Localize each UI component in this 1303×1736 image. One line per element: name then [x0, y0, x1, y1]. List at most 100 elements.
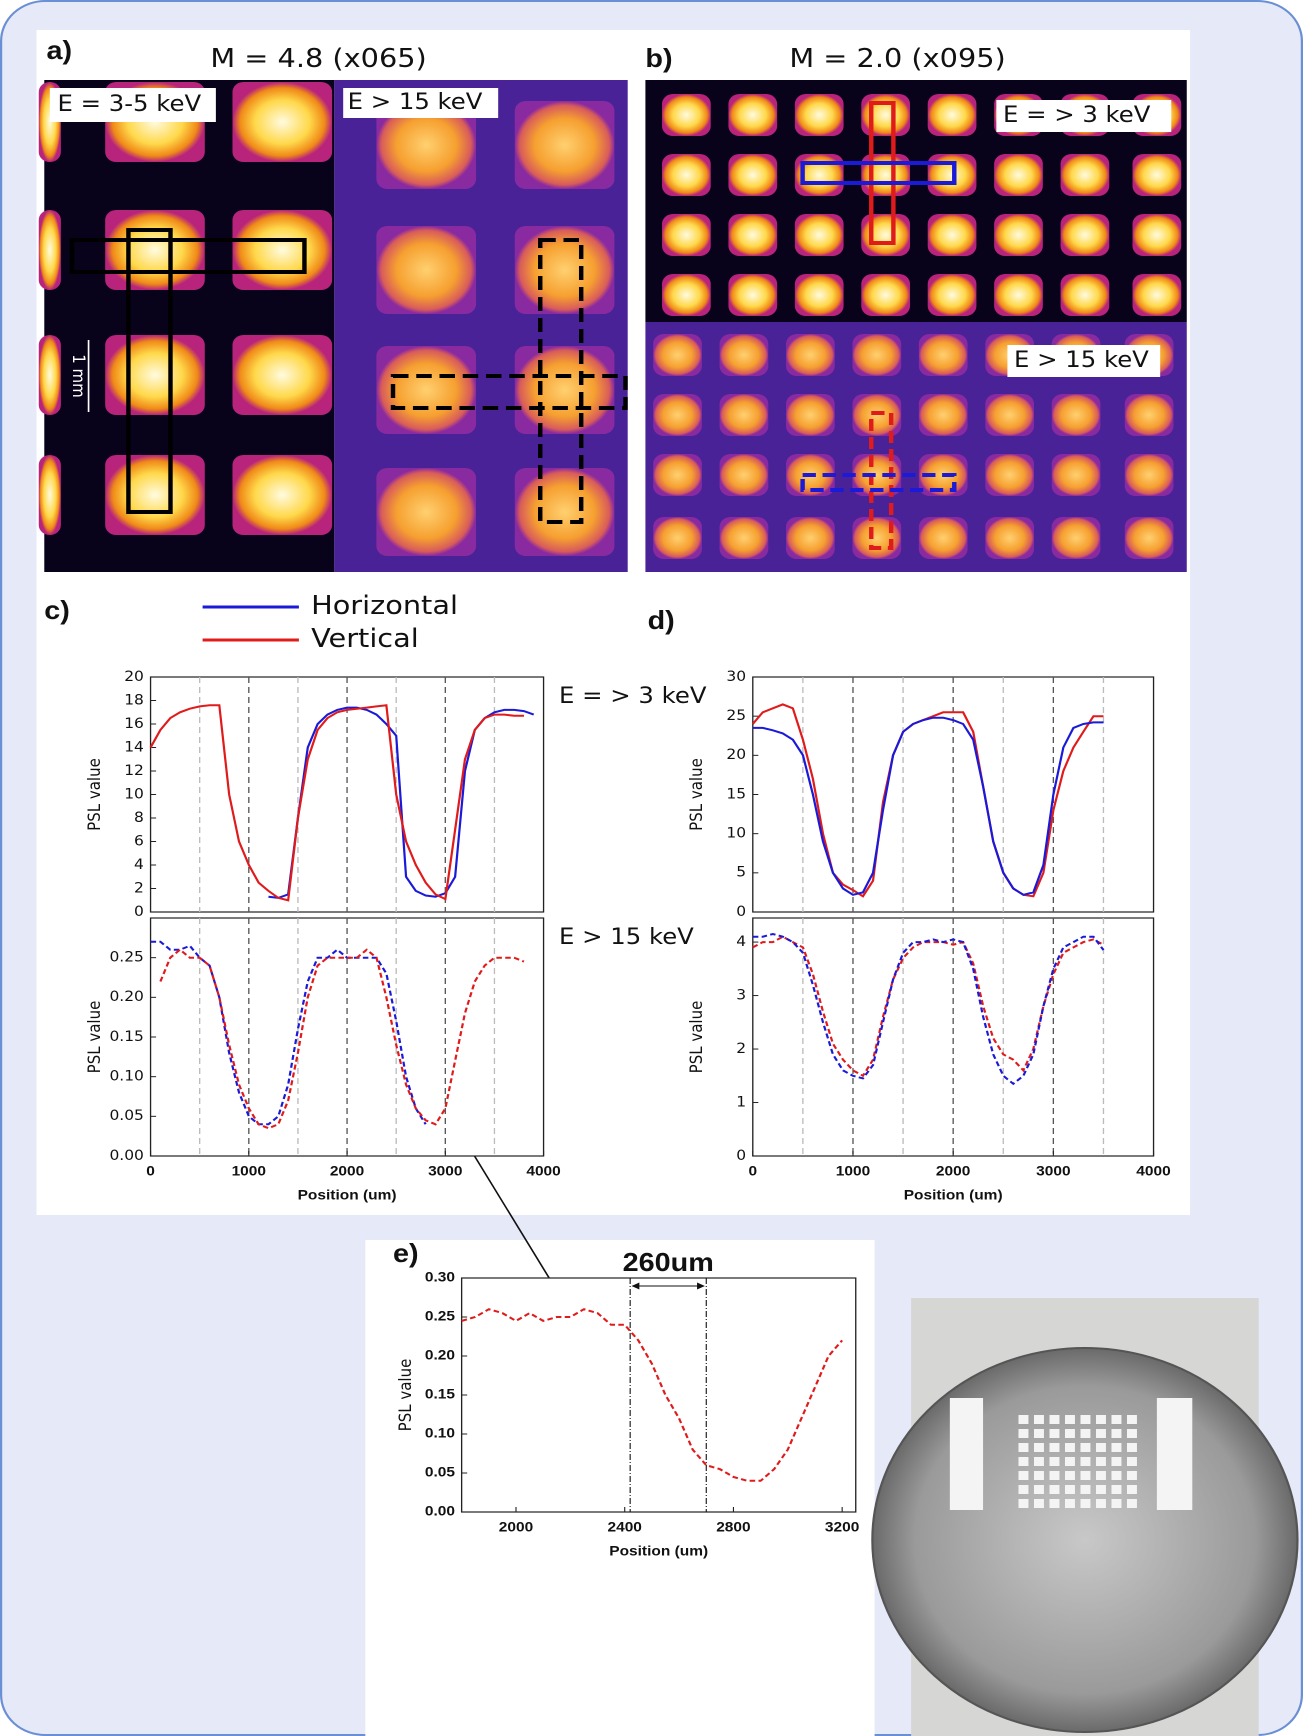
hole	[1049, 1443, 1059, 1452]
hole	[1111, 1499, 1121, 1508]
y-tick-label: 20	[124, 668, 144, 684]
square	[39, 455, 61, 535]
x-axis-label: Position (um)	[904, 1188, 1003, 1203]
hole	[1080, 1429, 1090, 1438]
hole	[1080, 1415, 1090, 1424]
energy-label: E > 15 keV	[348, 89, 483, 115]
plot-frame	[462, 1278, 856, 1512]
hole	[1065, 1457, 1075, 1466]
panel-title: M = 2.0 (x095)	[789, 44, 1005, 73]
images	[39, 80, 1187, 572]
square	[1061, 274, 1110, 316]
hole	[1127, 1499, 1137, 1508]
x-tick-label: 2000	[330, 1164, 364, 1179]
hole	[1049, 1415, 1059, 1424]
y-tick-label: 0	[736, 1147, 746, 1163]
y-axis-label: PSL value	[686, 758, 706, 831]
hole	[1127, 1485, 1137, 1494]
square	[1133, 214, 1182, 256]
disk	[872, 1348, 1297, 1732]
hole	[1065, 1415, 1075, 1424]
hole	[1065, 1429, 1075, 1438]
x-tick-label: 2000	[936, 1164, 970, 1179]
y-tick-label: 5	[736, 864, 746, 880]
x-tick-label: 3000	[1036, 1164, 1070, 1179]
square	[39, 335, 61, 415]
x-tick-label: 1000	[836, 1164, 870, 1179]
y-axis-label: PSL value	[395, 1359, 415, 1432]
hole	[1018, 1457, 1028, 1466]
hole	[1065, 1471, 1075, 1480]
y-tick-label: 18	[124, 692, 144, 708]
square	[928, 274, 977, 316]
y-tick-label: 0.10	[109, 1068, 143, 1084]
scale-label: 1 mm	[69, 354, 89, 398]
y-tick-label: 20	[726, 747, 746, 763]
square	[720, 334, 769, 376]
square	[515, 101, 615, 189]
hole	[1034, 1499, 1044, 1508]
square	[720, 517, 769, 559]
square	[919, 394, 968, 436]
y-axis-label: PSL value	[84, 1001, 104, 1074]
square	[728, 214, 777, 256]
y-tick-label: 12	[124, 762, 144, 778]
square	[994, 274, 1043, 316]
square	[994, 214, 1043, 256]
hole	[1018, 1485, 1028, 1494]
y-tick-label: 15	[726, 786, 746, 802]
panel-label: b)	[645, 43, 672, 72]
square	[376, 468, 476, 556]
hole	[1049, 1457, 1059, 1466]
square	[1125, 394, 1174, 436]
x-tick-label: 2400	[607, 1520, 641, 1535]
square	[861, 94, 910, 136]
y-tick-label: 1	[736, 1094, 746, 1110]
x-tick-label: 3000	[428, 1164, 462, 1179]
panel-label: e)	[393, 1238, 419, 1267]
square	[653, 517, 702, 559]
square	[232, 210, 332, 290]
square	[105, 455, 205, 535]
hole	[1034, 1485, 1044, 1494]
hole	[1111, 1471, 1121, 1480]
hole	[1127, 1415, 1137, 1424]
y-tick-label: 4	[736, 934, 746, 950]
square	[1061, 154, 1110, 196]
y-tick-label: 2	[134, 880, 144, 896]
photo	[872, 1298, 1297, 1736]
hole	[1018, 1443, 1028, 1452]
x-tick-label: 0	[146, 1164, 155, 1179]
x-tick-label: 4000	[526, 1164, 560, 1179]
y-tick-label: 0	[736, 903, 746, 919]
y-tick-label: 25	[726, 708, 746, 724]
y-tick-label: 0.05	[109, 1108, 143, 1124]
square	[662, 214, 711, 256]
square	[720, 394, 769, 436]
hole	[1018, 1429, 1028, 1438]
square	[105, 210, 205, 290]
panel-label: a)	[46, 35, 72, 64]
y-tick-label: 0.20	[425, 1348, 455, 1363]
y-tick-label: 0	[134, 903, 144, 919]
y-tick-label: 2	[736, 1041, 746, 1057]
hole	[1049, 1485, 1059, 1494]
legend-label: Horizontal	[311, 591, 458, 620]
square	[1052, 454, 1101, 496]
energy-label: E > 15 keV	[1014, 347, 1149, 373]
hole	[1080, 1457, 1090, 1466]
hole	[1080, 1471, 1090, 1480]
square	[653, 334, 702, 376]
x-axis-label: Position (um)	[298, 1188, 397, 1203]
square	[232, 82, 332, 162]
hole	[1080, 1499, 1090, 1508]
hole	[1065, 1443, 1075, 1452]
slot	[1157, 1398, 1192, 1510]
y-axis-label: PSL value	[84, 758, 104, 831]
y-tick-label: 3	[736, 987, 746, 1003]
annotation: E > 15 keV	[559, 924, 694, 950]
square	[919, 517, 968, 559]
square	[861, 274, 910, 316]
square	[985, 394, 1034, 436]
hole	[1111, 1443, 1121, 1452]
